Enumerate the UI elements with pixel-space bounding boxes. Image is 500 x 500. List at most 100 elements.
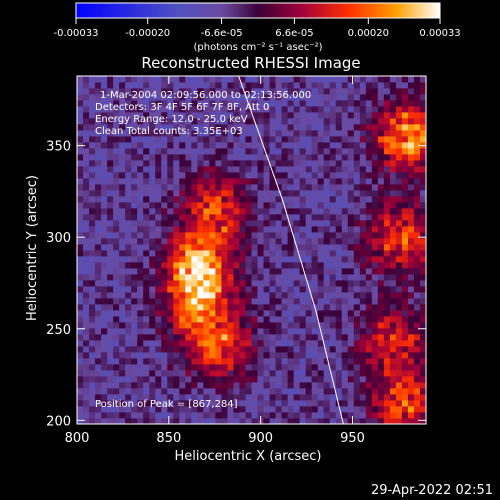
heatmap-cell: [377, 250, 385, 257]
heatmap-cell: [107, 124, 114, 131]
heatmap-cell: [143, 214, 150, 221]
heatmap-cell: [209, 334, 216, 341]
heatmap-cell: [341, 130, 349, 137]
heatmap-cell: [185, 346, 192, 353]
heatmap-cell: [119, 142, 126, 149]
heatmap-cell: [125, 322, 132, 329]
heatmap-cell: [329, 394, 337, 401]
heatmap-cell: [233, 298, 240, 305]
heatmap-cell: [215, 124, 222, 131]
heatmap-cell: [401, 118, 409, 125]
heatmap-cell: [329, 196, 337, 203]
heatmap-cell: [287, 370, 295, 377]
heatmap-cell: [191, 370, 198, 377]
heatmap-cell: [113, 106, 120, 113]
heatmap-cell: [383, 196, 391, 203]
heatmap-cell: [191, 148, 198, 155]
heatmap-cell: [209, 190, 216, 197]
heatmap-cell: [275, 280, 282, 287]
heatmap-cell: [419, 154, 426, 161]
heatmap-cell: [365, 130, 373, 137]
heatmap-cell: [371, 94, 379, 101]
heatmap-cell: [329, 268, 337, 275]
heatmap-cell: [395, 232, 403, 239]
heatmap-cell: [383, 364, 391, 371]
heatmap-cell: [101, 370, 108, 377]
heatmap-cell: [299, 346, 307, 353]
heatmap-cell: [311, 262, 319, 269]
heatmap-cell: [89, 100, 96, 107]
heatmap-cell: [131, 214, 138, 221]
heatmap-cell: [359, 178, 367, 185]
heatmap-cell: [107, 172, 114, 179]
heatmap-cell: [101, 406, 108, 413]
heatmap-cell: [371, 286, 379, 293]
heatmap-cell: [95, 304, 102, 311]
heatmap-cell: [257, 232, 264, 239]
heatmap-cell: [191, 142, 198, 149]
heatmap-cell: [167, 202, 174, 209]
heatmap-cell: [353, 394, 361, 401]
heatmap-cell: [113, 124, 120, 131]
heatmap-cell: [281, 94, 289, 101]
heatmap-cell: [137, 172, 144, 179]
heatmap-cell: [341, 136, 349, 143]
heatmap-cell: [131, 316, 138, 323]
heatmap-cell: [131, 370, 138, 377]
heatmap-cell: [269, 76, 276, 83]
heatmap-cell: [293, 226, 301, 233]
heatmap-cell: [323, 232, 331, 239]
heatmap-cell: [191, 298, 198, 305]
heatmap-cell: [251, 208, 258, 215]
heatmap-cell: [89, 250, 96, 257]
heatmap-cell: [209, 244, 216, 251]
heatmap-cell: [173, 142, 180, 149]
heatmap-cell: [191, 226, 198, 233]
heatmap-cell: [419, 220, 426, 227]
heatmap-cell: [419, 178, 426, 185]
heatmap-cell: [401, 298, 409, 305]
heatmap-cell: [299, 322, 307, 329]
heatmap-cell: [125, 394, 132, 401]
heatmap-cell: [365, 382, 373, 389]
heatmap-cell: [347, 94, 355, 101]
heatmap-cell: [77, 214, 84, 221]
heatmap-cell: [281, 76, 289, 83]
heatmap-cell: [305, 400, 313, 407]
heatmap-cell: [125, 160, 132, 167]
heatmap-cell: [161, 130, 168, 137]
heatmap-cell: [191, 412, 198, 419]
heatmap-cell: [281, 178, 289, 185]
heatmap-cell: [245, 232, 252, 239]
heatmap-cell: [401, 238, 409, 245]
heatmap-cell: [185, 172, 192, 179]
heatmap-cell: [257, 274, 264, 281]
heatmap-cell: [233, 382, 240, 389]
heatmap-cell: [413, 268, 421, 275]
heatmap-cell: [323, 400, 331, 407]
heatmap-cell: [347, 412, 355, 419]
heatmap-cell: [95, 286, 102, 293]
heatmap-cell: [341, 148, 349, 155]
heatmap-cell: [227, 82, 234, 89]
heatmap-cell: [233, 196, 240, 203]
heatmap-cell: [323, 274, 331, 281]
heatmap-cell: [377, 184, 385, 191]
heatmap-cell: [161, 106, 168, 113]
heatmap-cell: [191, 358, 198, 365]
heatmap-cell: [371, 268, 379, 275]
heatmap-cell: [107, 352, 114, 359]
x-tick-label: 950: [340, 431, 365, 446]
heatmap-cell: [77, 238, 84, 245]
heatmap-cell: [203, 292, 210, 299]
heatmap-cell: [317, 100, 325, 107]
heatmap-cell: [185, 82, 192, 89]
heatmap-cell: [335, 286, 343, 293]
heatmap-cell: [209, 130, 216, 137]
heatmap-cell: [311, 412, 319, 419]
heatmap-cell: [347, 136, 355, 143]
heatmap-cell: [113, 292, 120, 299]
heatmap-cell: [269, 334, 276, 341]
heatmap-cell: [335, 322, 343, 329]
heatmap-cell: [401, 232, 409, 239]
